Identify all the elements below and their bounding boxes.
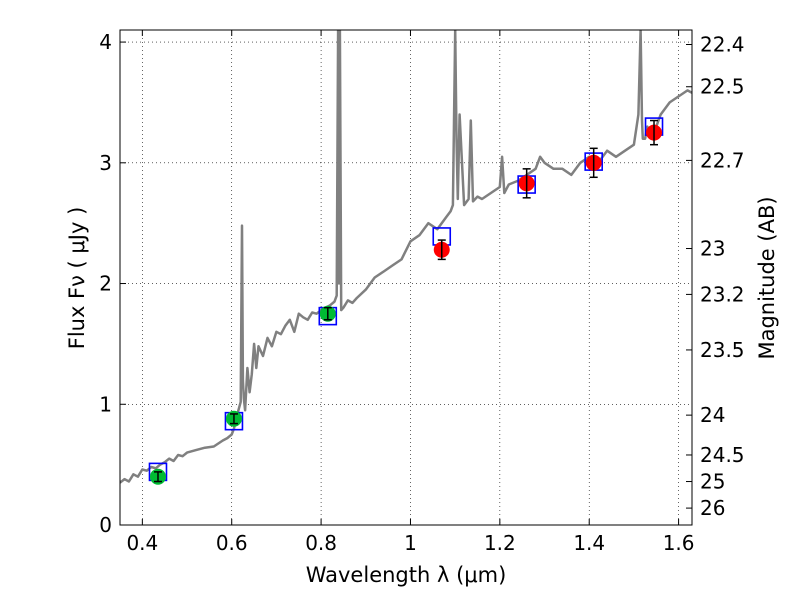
y-tick-label: 0 bbox=[99, 513, 112, 537]
x-tick-label: 0.8 bbox=[305, 531, 337, 555]
y-axis-label: Flux Fν ( μJy ) bbox=[65, 207, 89, 350]
right-tick-label: 22.7 bbox=[700, 148, 745, 172]
y-axis-right-label: Magnitude (AB) bbox=[755, 196, 779, 359]
x-tick-label: 1.2 bbox=[484, 531, 516, 555]
right-tick-label: 23 bbox=[700, 237, 725, 261]
plot-frame bbox=[119, 29, 693, 526]
x-axis-label: Wavelength λ (μm) bbox=[306, 563, 507, 587]
x-tick-label: 1.6 bbox=[663, 531, 695, 555]
right-tick-label: 26 bbox=[700, 496, 725, 520]
right-tick-label: 22.4 bbox=[700, 32, 745, 56]
right-tick-label: 25 bbox=[700, 470, 725, 494]
right-tick-label: 22.5 bbox=[700, 75, 745, 99]
x-tick-label: 0.4 bbox=[126, 531, 158, 555]
y-tick-label: 4 bbox=[99, 30, 112, 54]
y-tick-label: 2 bbox=[99, 272, 112, 296]
right-tick-label: 23.5 bbox=[700, 338, 745, 362]
right-tick-label: 24 bbox=[700, 403, 725, 427]
right-tick-label: 24.5 bbox=[700, 443, 745, 467]
y-tick-label: 3 bbox=[99, 151, 112, 175]
x-tick-label: 0.6 bbox=[216, 531, 248, 555]
plot-area bbox=[120, 30, 692, 485]
x-tick-label: 1 bbox=[404, 531, 417, 555]
series-layer bbox=[120, 30, 692, 485]
y-tick-label: 1 bbox=[99, 392, 112, 416]
right-tick-label: 23.2 bbox=[700, 282, 745, 306]
spectrum-line bbox=[120, 30, 692, 484]
x-tick-label: 1.4 bbox=[573, 531, 605, 555]
